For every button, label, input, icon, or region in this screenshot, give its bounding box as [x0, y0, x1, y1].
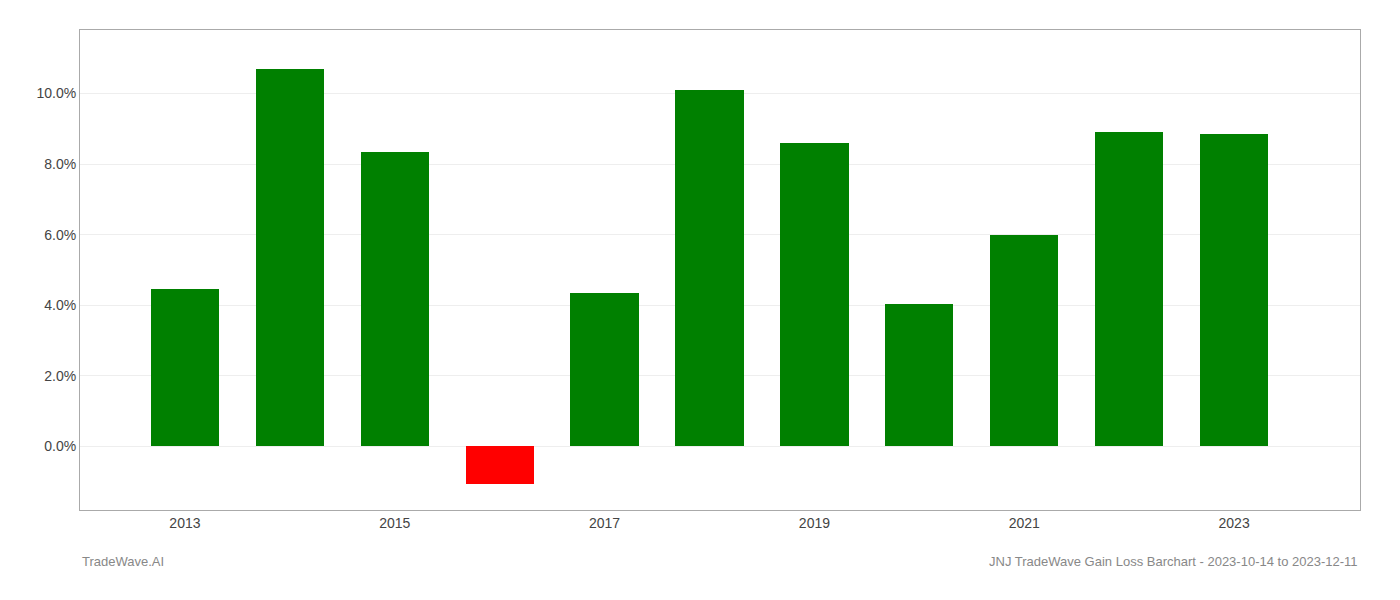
svg-text:2023: 2023: [1219, 515, 1250, 531]
svg-text:TradeWave.AI: TradeWave.AI: [82, 554, 164, 569]
svg-text:2019: 2019: [799, 515, 830, 531]
svg-text:2021: 2021: [1009, 515, 1040, 531]
svg-text:2015: 2015: [379, 515, 410, 531]
svg-text:8.0%: 8.0%: [44, 156, 76, 172]
svg-text:10.0%: 10.0%: [36, 85, 76, 101]
svg-text:0.0%: 0.0%: [44, 438, 76, 454]
svg-text:JNJ TradeWave Gain Loss Barcha: JNJ TradeWave Gain Loss Barchart - 2023-…: [989, 554, 1358, 569]
svg-text:6.0%: 6.0%: [44, 227, 76, 243]
svg-text:2017: 2017: [589, 515, 620, 531]
svg-text:4.0%: 4.0%: [44, 297, 76, 313]
svg-text:2013: 2013: [169, 515, 200, 531]
svg-text:2.0%: 2.0%: [44, 368, 76, 384]
